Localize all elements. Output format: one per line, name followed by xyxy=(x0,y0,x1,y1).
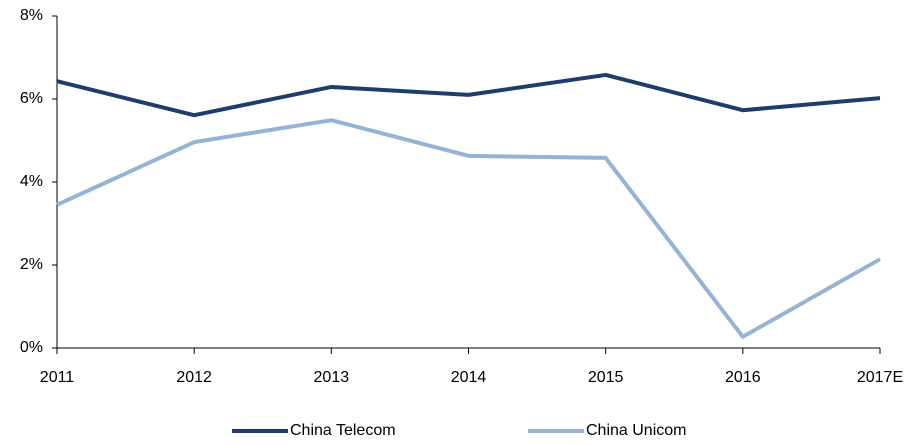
y-tick-label: 2% xyxy=(20,256,43,273)
x-tick-label: 2015 xyxy=(588,369,624,386)
x-tick-label: 2011 xyxy=(40,369,75,386)
legend-label: China Unicom xyxy=(586,422,686,439)
x-tick-label: 2013 xyxy=(314,369,350,386)
y-tick-label: 0% xyxy=(20,339,43,356)
y-tick-label: 4% xyxy=(20,173,43,190)
series-line xyxy=(56,118,881,339)
y-tick-label: 8% xyxy=(20,7,43,24)
y-tick-label: 6% xyxy=(20,90,43,107)
x-tick-label: 2014 xyxy=(451,369,487,386)
legend-label: China Telecom xyxy=(290,422,396,439)
x-tick-label: 2017E xyxy=(857,369,903,386)
series-line xyxy=(56,72,881,118)
x-tick-label: 2016 xyxy=(725,369,761,386)
x-tick-label: 2012 xyxy=(176,369,212,386)
